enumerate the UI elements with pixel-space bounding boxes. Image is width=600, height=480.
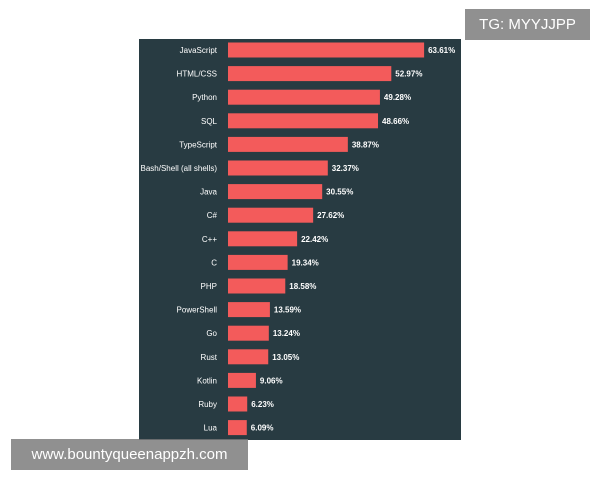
- bar: [228, 208, 313, 223]
- value-label: 48.66%: [382, 117, 409, 126]
- bar: [228, 302, 270, 317]
- value-label: 38.87%: [352, 140, 379, 149]
- value-label: 30.55%: [326, 188, 353, 197]
- bar: [228, 43, 424, 58]
- value-label: 13.24%: [273, 329, 300, 338]
- bar: [228, 349, 268, 364]
- category-label: Ruby: [198, 400, 217, 409]
- value-label: 13.05%: [272, 353, 299, 362]
- watermark-bottom: www.bountyqueenappzh.com: [11, 439, 248, 470]
- value-label: 49.28%: [384, 93, 411, 102]
- value-label: 52.97%: [395, 70, 422, 79]
- bar: [228, 326, 269, 341]
- category-label: Go: [206, 329, 217, 338]
- category-label: JavaScript: [180, 46, 218, 55]
- value-label: 63.61%: [428, 46, 455, 55]
- category-label: Kotlin: [197, 376, 217, 385]
- category-label: Rust: [201, 353, 218, 362]
- value-label: 27.62%: [317, 211, 344, 220]
- watermark-top: TG: MYYJJPP: [465, 9, 590, 40]
- value-label: 22.42%: [301, 235, 328, 244]
- value-label: 9.06%: [260, 376, 283, 385]
- bar: [228, 161, 328, 176]
- category-label: C#: [207, 211, 218, 220]
- bar: [228, 113, 378, 128]
- category-label: SQL: [201, 117, 218, 126]
- category-label: Java: [200, 188, 217, 197]
- bar: [228, 184, 322, 199]
- chart-panel: JavaScript 63.61% HTML/CSS 52.97% Python 49.2…: [139, 39, 461, 440]
- category-label: Python: [192, 93, 217, 102]
- category-label: HTML/CSS: [177, 70, 217, 79]
- category-label: PHP: [201, 282, 217, 291]
- bar: [228, 373, 256, 388]
- bar: [228, 279, 285, 294]
- value-label: 18.58%: [289, 282, 316, 291]
- value-label: 19.34%: [292, 258, 319, 267]
- value-label: 6.09%: [251, 424, 274, 433]
- category-label: C: [211, 258, 217, 267]
- bar: [228, 90, 380, 105]
- bar: [228, 137, 348, 152]
- bar-chart: JavaScript 63.61% HTML/CSS 52.97% Python 49.2…: [139, 39, 461, 440]
- bar: [228, 66, 391, 81]
- bar: [228, 231, 297, 246]
- value-label: 6.23%: [251, 400, 274, 409]
- bar: [228, 420, 247, 435]
- category-label: PowerShell: [177, 306, 218, 315]
- category-label: TypeScript: [179, 140, 218, 149]
- category-label: C++: [202, 235, 217, 244]
- value-label: 13.59%: [274, 306, 301, 315]
- category-label: Lua: [204, 424, 218, 433]
- bar: [228, 397, 247, 412]
- category-label: Bash/Shell (all shells): [141, 164, 218, 173]
- value-label: 32.37%: [332, 164, 359, 173]
- bar: [228, 255, 288, 270]
